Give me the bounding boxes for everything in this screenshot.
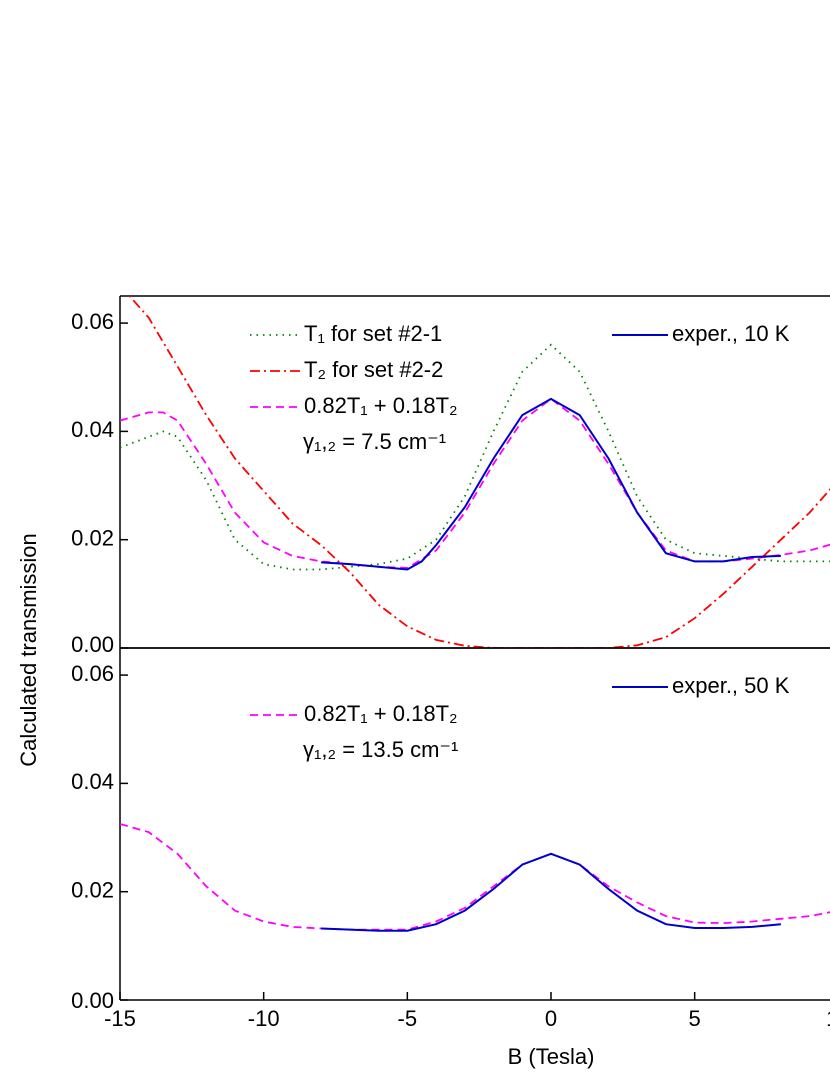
- legend-label: T₂ for set #2-2: [304, 357, 443, 382]
- plot-area: [120, 296, 830, 648]
- x-tick-label: -15: [104, 1006, 136, 1031]
- y-tick-label: 0.06: [71, 661, 114, 686]
- x-tick-label: 0: [545, 1006, 557, 1031]
- legend-label: 0.82T₁ + 0.18T₂: [304, 393, 458, 418]
- y-tick-label: 0.02: [71, 526, 114, 551]
- series-line: [120, 343, 830, 571]
- y-tick-label: 0.04: [71, 417, 114, 442]
- x-tick-label: 10: [826, 1006, 830, 1031]
- y-tick-label: 0.00: [71, 988, 114, 1013]
- series-line: [120, 823, 830, 931]
- y-axis-label: Calculated transmission: [16, 533, 41, 767]
- y-tick-label: 0.06: [71, 309, 114, 334]
- legend-label: exper., 50 K: [672, 673, 790, 698]
- x-axis-label: B (Tesla): [508, 1044, 595, 1069]
- annotation: γ₁,₂ = 13.5 cm⁻¹: [303, 737, 458, 762]
- series-line: [321, 397, 781, 571]
- x-tick-label: 5: [689, 1006, 701, 1031]
- y-tick-label: 0.02: [71, 878, 114, 903]
- series-line: [128, 296, 830, 648]
- x-tick-label: -10: [248, 1006, 280, 1031]
- legend-label: T₁ for set #2-1: [304, 321, 442, 346]
- series-line: [120, 397, 830, 569]
- legend-label: 0.82T₁ + 0.18T₂: [304, 701, 458, 726]
- series-line: [321, 852, 781, 932]
- plot-area: [120, 823, 830, 932]
- y-tick-label: 0.04: [71, 769, 114, 794]
- annotation: γ₁,₂ = 7.5 cm⁻¹: [303, 429, 446, 454]
- y-tick-label: 0.00: [71, 632, 114, 657]
- legend-label: exper., 10 K: [672, 321, 790, 346]
- x-tick-label: -5: [398, 1006, 418, 1031]
